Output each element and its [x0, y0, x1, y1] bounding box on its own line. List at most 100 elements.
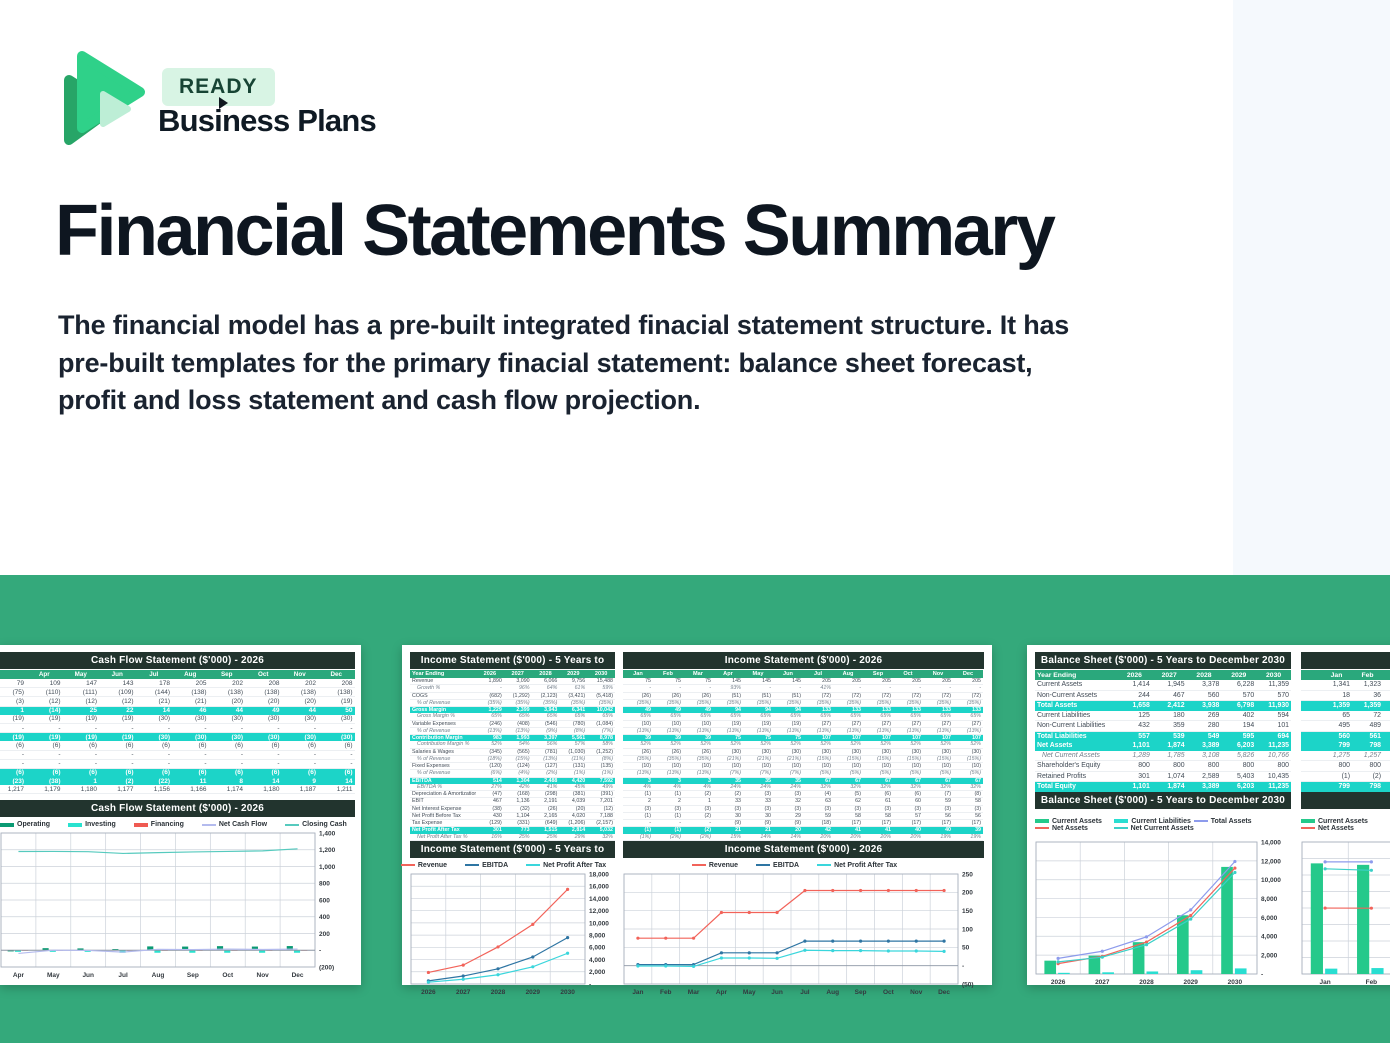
cell: (75) — [0, 687, 26, 698]
column-header: Feb — [653, 670, 683, 678]
svg-text:(50): (50) — [962, 981, 974, 988]
cell: 2,412 — [1151, 700, 1187, 711]
balance-monthly-chart: 1,6001,4001,2001,000800600400200-JanFebM… — [1301, 841, 1390, 986]
cell: 59 — [923, 797, 953, 806]
legend-swatch — [285, 823, 300, 826]
svg-text:1,000: 1,000 — [319, 864, 336, 871]
cell: 45% — [559, 783, 588, 791]
cell: - — [743, 684, 773, 693]
legend-swatch — [68, 822, 83, 827]
top-right-blue-panel — [1233, 0, 1390, 575]
cell: 3,090 — [503, 678, 532, 686]
cell: (391) — [587, 790, 615, 799]
cell: (10) — [773, 762, 803, 771]
cell: 65% — [773, 713, 803, 721]
financial-table: Year Ending 2026 2027 2028 2029 2030 Current A… — [1035, 670, 1291, 792]
cell: (27) — [893, 720, 923, 728]
legend-item: Operating — [0, 821, 50, 828]
cell: 29 — [773, 812, 803, 821]
cell: 35 — [713, 777, 743, 784]
cell: 32% — [587, 833, 615, 841]
balance-monthly-table-host: Jan Feb 1,341 1,323 18 36 1,359 1,359 65 72 495 489… — [1301, 669, 1390, 792]
cell: 32% — [953, 783, 983, 791]
cell: 18 — [1321, 690, 1352, 701]
cell: (2,123) — [531, 692, 560, 700]
income-5yr-panel: Income Statement ($'000) - 5 Years to De… — [400, 652, 615, 996]
cell: 107 — [953, 734, 983, 742]
cell: (51) — [713, 692, 743, 700]
cell: 32 — [773, 797, 803, 806]
table-row: (6) (6) (6) (6) (6) (6) (6) (6) (6) (6) — [0, 768, 355, 778]
svg-text:200: 200 — [962, 889, 973, 896]
table-row: ---------- — [0, 750, 355, 760]
column-header: Jun — [773, 670, 803, 678]
cell: 549 — [1186, 731, 1222, 741]
balance-5yr-table-title: Balance Sheet ($'000) - 5 Years to Decem… — [1035, 652, 1291, 669]
cell: - — [833, 684, 863, 693]
table-row: (1) (1) (2) 21 21 20 42 41 41 40 40 39 — [623, 826, 983, 834]
cell: 96% — [503, 684, 532, 693]
cell: (1,206) — [559, 819, 588, 828]
cell: 65% — [683, 713, 713, 721]
cell: 11,235 — [1256, 741, 1291, 751]
legend-label: Operating — [17, 821, 51, 828]
svg-text:4,000: 4,000 — [589, 957, 606, 964]
cell: 145 — [773, 678, 803, 686]
cell: (30) — [172, 732, 209, 742]
cell: 800 — [1117, 760, 1152, 772]
balance-5yr-chart-section: Balance Sheet ($'000) - 5 Years to Decem… — [1035, 791, 1291, 986]
cell: 4% — [653, 783, 683, 791]
cell: 41 — [833, 826, 863, 834]
cell: (131) — [559, 762, 588, 771]
cell: EBITDA — [410, 777, 476, 784]
cell: 773 — [503, 826, 532, 834]
table-row: 3 3 3 35 35 35 67 67 67 67 67 67 — [623, 777, 983, 784]
cell: 25 — [62, 706, 99, 715]
cell: (30) — [833, 748, 863, 756]
table-row: (10) (10) (10) (19) (19) (19) (27) (27) (27) (27)… — [623, 720, 983, 728]
legend-item: Net Current Assets — [1114, 825, 1194, 832]
brand-triangle-accent-icon — [219, 97, 228, 109]
cell: 1,304 — [503, 777, 532, 784]
cell: 36 — [1352, 690, 1383, 701]
cell: 14% — [773, 833, 803, 841]
cell: (26) — [653, 692, 683, 700]
cell: (35%) — [893, 699, 923, 708]
income-monthly-chart-legend: Revenue EBITDA Net Profit After Tax — [623, 862, 984, 869]
cell: (8%) — [559, 727, 588, 736]
cell: (2) — [1352, 771, 1383, 782]
cell: (32) — [503, 805, 532, 813]
cell — [1383, 741, 1390, 751]
cell: 561 — [1352, 731, 1383, 741]
cell: 11,930 — [1256, 700, 1291, 711]
legend-swatch — [526, 864, 541, 867]
cell: 800 — [1151, 760, 1187, 772]
cell: (13%) — [863, 727, 893, 736]
cell: 67 — [863, 777, 893, 784]
cell: 59% — [587, 684, 615, 693]
cell: 3,938 — [1186, 700, 1222, 711]
cell: (13%) — [531, 755, 560, 764]
cell: 1,156 — [135, 785, 172, 795]
cell: (3) — [623, 805, 653, 813]
table-row: Shareholder's Equity 800 800 800 800 800 — [1035, 760, 1291, 772]
column-header: Jan — [1321, 670, 1352, 680]
column-header: 2030 — [587, 670, 615, 678]
cell: 3,378 — [1186, 680, 1222, 691]
svg-text:Jun: Jun — [771, 989, 783, 996]
cell: 202 — [208, 679, 245, 689]
cell: 35 — [773, 777, 803, 784]
table-row: 79 109 147 143 178 205 202 208 202 208 — [0, 679, 355, 689]
table-row: Total Assets 1,658 2,412 3,938 6,798 11,930 — [1035, 700, 1291, 711]
cell: 14 — [318, 777, 355, 786]
column-header — [1383, 670, 1390, 680]
cell: (20) — [559, 805, 588, 813]
cell: (6) — [26, 768, 63, 778]
cash-flow-chart-title: Cash Flow Statement ($'000) - 2026 — [0, 800, 355, 817]
table-row: Current Liabilities 125 180 269 402 594 — [1035, 710, 1291, 721]
table-row: Gross Margin % 65% 65% 65% 65% 65% — [410, 713, 615, 721]
svg-text:Sep: Sep — [855, 989, 867, 996]
legend-item: Financing — [133, 821, 184, 828]
svg-text:Nov: Nov — [257, 972, 270, 979]
table-row: (26) (26) (26) (51) (51) (51) (72) (72) (72) (72)… — [623, 692, 983, 700]
